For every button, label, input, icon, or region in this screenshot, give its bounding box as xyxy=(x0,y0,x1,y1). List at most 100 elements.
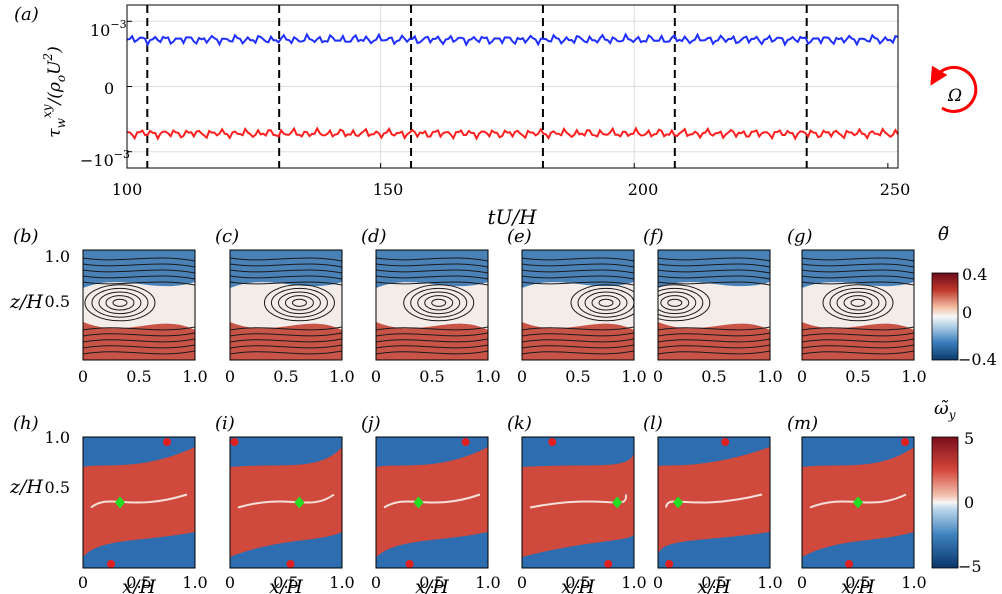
panel-label: (e) xyxy=(507,226,532,247)
x-tick-label: 0 xyxy=(517,367,527,386)
vorticity-panels: 0 0.5 1.0(h)x/H 0 0.5 1.0(i)x/H 0 0.5 1.0(j)x/H 0… xyxy=(13,413,927,594)
panel-label-a: (a) xyxy=(14,4,39,25)
red-marker xyxy=(405,560,414,568)
x-tick-label: 200 xyxy=(628,180,659,199)
streamline xyxy=(522,326,634,331)
x-tick-label: 1.0 xyxy=(901,573,926,592)
colorbar-label-theta: θ̃ xyxy=(938,224,949,245)
x-tick-label: 0.5 xyxy=(419,573,444,592)
streamline xyxy=(83,338,195,343)
streamline xyxy=(802,344,914,349)
x-tick-label: 1.0 xyxy=(621,367,646,386)
vorticity-panel: 0 0.5 1.0 (j) x/H xyxy=(361,413,501,594)
streamline xyxy=(376,338,488,343)
x-tick-label: 0.5 xyxy=(126,367,151,386)
y-tick-label: −10−3 xyxy=(80,148,130,170)
streamline xyxy=(658,332,770,337)
streamline xyxy=(522,275,634,280)
temperature-panels: 0 0.5 1.0 (b) 0 0.5 1.0 (c) 0 0.5 1.0 (d) 0 0.5 1.0 (e)… xyxy=(13,226,927,386)
panel-label: (m) xyxy=(787,413,818,434)
streamline xyxy=(376,257,488,262)
streamline xyxy=(843,295,873,311)
x-axis-label: tU/H xyxy=(487,205,537,229)
panel-label: (c) xyxy=(215,226,239,247)
streamline xyxy=(424,295,454,311)
x-tick-label: 0.5 xyxy=(126,573,151,592)
x-tick-label: 0 xyxy=(653,573,663,592)
green-marker xyxy=(853,496,863,509)
streamline xyxy=(658,326,770,331)
x-tick-label: 0.5 xyxy=(845,573,870,592)
streamline xyxy=(802,350,914,355)
x-tick-label: 0.5 xyxy=(273,573,298,592)
temperature-panel: 0 0.5 1.0 (c) xyxy=(215,226,355,386)
panel-frame xyxy=(801,436,915,569)
temperature-panel: 0 0.5 1.0 (d) xyxy=(361,226,501,386)
colorbar-tick: 0.4 xyxy=(962,265,987,284)
x-tick-label: 0.5 xyxy=(701,573,726,592)
streamline xyxy=(591,295,621,311)
green-marker xyxy=(114,496,125,509)
streamline xyxy=(230,338,342,343)
z-axis-label: z/H xyxy=(9,291,43,313)
streamline xyxy=(230,332,342,337)
panel-label: (i) xyxy=(215,413,235,434)
colorbar-label-omega: ω̃y xyxy=(934,398,956,422)
streamline xyxy=(522,350,634,355)
streamline xyxy=(658,344,770,349)
streamline xyxy=(230,275,342,280)
rotation-arrow-icon xyxy=(930,65,978,113)
y-axis-label: τwxy/(ρoU2) xyxy=(40,46,68,137)
streamline xyxy=(83,332,195,337)
streamline xyxy=(522,269,634,274)
x-tick-label: 1.0 xyxy=(475,367,500,386)
streamline xyxy=(829,287,887,318)
red-marker xyxy=(901,438,910,446)
streamline xyxy=(83,344,195,349)
streamline xyxy=(658,291,697,315)
temperature-panel: 0 0.5 1.0 (g) xyxy=(787,226,927,386)
streamline xyxy=(270,287,328,318)
vertical-dashed-lines xyxy=(146,5,808,168)
x-tick-label: 1.0 xyxy=(901,367,926,386)
x-tick-label: 1.0 xyxy=(329,573,354,592)
vorticity-panel: 0 0.5 1.0 (l) x/H xyxy=(643,413,783,594)
streamline xyxy=(658,284,711,322)
colorbar-tick: 0 xyxy=(964,493,974,512)
panel-label: (j) xyxy=(361,413,381,434)
series-line xyxy=(127,126,899,141)
x-tick-label: 0 xyxy=(371,573,381,592)
panel-label: (l) xyxy=(643,413,663,434)
streamline xyxy=(658,287,704,318)
time-series-panel: (a) 10−3 0 −10−3 100 150 200 250 tU/H τw… xyxy=(14,4,978,229)
vorticity-panel: 0 0.5 1.0 (m) x/H xyxy=(787,413,927,594)
green-marker xyxy=(413,496,424,509)
x-tick-label: 0 xyxy=(78,573,88,592)
streamline xyxy=(83,257,195,262)
streamline xyxy=(577,287,634,318)
red-marker xyxy=(845,560,854,568)
panel-frame xyxy=(82,249,196,361)
panel-frame xyxy=(229,249,343,361)
streamline xyxy=(522,257,634,262)
streamline xyxy=(376,344,488,349)
streamline xyxy=(658,350,770,355)
series-line xyxy=(126,32,899,47)
temperature-panel: 0 0.5 1.0 (f) xyxy=(643,226,783,386)
x-tick-label: 0.5 xyxy=(419,367,444,386)
streamline xyxy=(277,291,321,315)
red-marker xyxy=(721,438,730,446)
streamline xyxy=(802,281,914,286)
green-marker xyxy=(294,496,305,509)
temperature-row: 0 0.5 1.0 (b) 0 0.5 1.0 (c) 0 0.5 1.0 (d) 0 0.5 1.0 (e)… xyxy=(9,224,997,386)
streamline xyxy=(522,263,634,268)
panel-label: (d) xyxy=(361,226,387,247)
x-tick-label: 1.0 xyxy=(475,573,500,592)
streamline xyxy=(83,281,195,286)
series-lines xyxy=(126,32,899,141)
streamline xyxy=(230,344,342,349)
streamline xyxy=(522,332,634,337)
y-tick-label: 0 xyxy=(104,79,114,98)
streamline xyxy=(230,281,342,286)
x-tick-label: 0.5 xyxy=(565,367,590,386)
